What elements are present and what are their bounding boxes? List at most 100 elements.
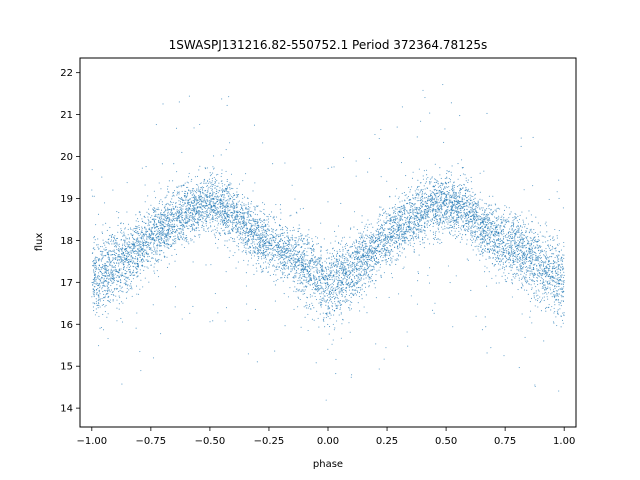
data-point — [175, 232, 177, 234]
data-point — [392, 212, 395, 214]
data-point — [340, 284, 342, 287]
data-point — [252, 264, 254, 266]
data-point — [116, 242, 118, 244]
data-point — [104, 306, 106, 308]
data-point — [475, 193, 477, 195]
data-point — [208, 196, 210, 198]
data-point — [470, 244, 473, 246]
data-point — [359, 260, 361, 262]
data-point — [146, 251, 148, 253]
data-point — [355, 255, 357, 257]
data-point — [488, 223, 490, 225]
data-point — [230, 187, 232, 189]
data-point — [335, 273, 337, 275]
data-point — [336, 297, 338, 299]
data-point — [262, 142, 264, 144]
data-point — [498, 255, 500, 257]
data-point — [540, 252, 542, 254]
data-point — [151, 257, 153, 260]
data-point — [475, 230, 477, 233]
data-point — [366, 265, 368, 267]
data-point — [560, 249, 562, 251]
data-point — [192, 216, 194, 218]
data-point — [401, 238, 403, 240]
data-point — [469, 206, 472, 208]
data-point — [495, 282, 497, 284]
data-point — [100, 253, 102, 255]
data-point — [461, 159, 463, 161]
data-point — [416, 220, 419, 222]
data-point — [154, 235, 157, 237]
data-point — [399, 231, 402, 233]
data-point — [327, 268, 329, 271]
data-point — [376, 260, 378, 263]
data-point — [311, 266, 313, 268]
data-point — [433, 199, 436, 201]
data-point — [343, 265, 345, 267]
data-point — [373, 283, 375, 285]
data-point — [268, 225, 270, 227]
data-point — [415, 238, 417, 240]
data-point — [437, 196, 440, 198]
data-point — [435, 213, 437, 216]
data-point — [113, 294, 115, 297]
data-point — [366, 312, 368, 314]
data-point — [173, 241, 176, 243]
data-point — [208, 194, 210, 196]
data-point — [555, 290, 557, 292]
data-point — [256, 361, 258, 363]
data-point — [108, 300, 110, 302]
data-point — [142, 244, 144, 246]
data-point — [330, 272, 332, 274]
data-point — [329, 252, 331, 254]
data-point — [519, 246, 521, 248]
data-point — [146, 260, 148, 262]
data-point — [153, 250, 155, 252]
data-point — [419, 182, 421, 184]
data-point — [373, 233, 375, 235]
data-point — [520, 239, 522, 241]
data-point — [561, 259, 563, 261]
data-point — [428, 195, 431, 197]
data-point — [98, 275, 101, 277]
data-point — [167, 211, 169, 213]
data-point — [303, 253, 306, 255]
data-point — [98, 345, 100, 347]
data-point — [414, 190, 416, 192]
data-point — [297, 231, 299, 233]
data-point — [394, 228, 396, 230]
data-point — [371, 265, 373, 267]
data-point — [324, 326, 326, 328]
data-point — [119, 257, 121, 259]
data-point — [158, 227, 160, 230]
data-point — [219, 232, 221, 234]
data-point — [309, 265, 311, 267]
data-point — [194, 211, 196, 213]
data-point — [511, 252, 513, 254]
data-point — [444, 192, 446, 194]
data-point — [138, 252, 140, 254]
data-point — [563, 254, 565, 256]
data-point — [287, 248, 289, 250]
data-point — [486, 352, 488, 354]
data-point — [548, 304, 550, 306]
data-point — [360, 274, 363, 276]
data-point — [407, 216, 409, 219]
data-point — [133, 269, 135, 271]
data-point — [247, 260, 249, 262]
data-point — [359, 275, 361, 277]
data-point — [316, 267, 318, 269]
data-point — [225, 226, 228, 228]
data-point — [329, 294, 331, 296]
data-point — [233, 219, 235, 221]
data-point — [531, 260, 533, 262]
data-point — [540, 250, 542, 252]
data-point — [364, 267, 366, 269]
data-point — [548, 268, 550, 270]
data-point — [563, 257, 565, 259]
data-point — [235, 210, 237, 212]
data-point — [254, 252, 257, 254]
data-point — [556, 281, 558, 283]
data-point — [281, 247, 283, 249]
data-point — [552, 260, 555, 262]
